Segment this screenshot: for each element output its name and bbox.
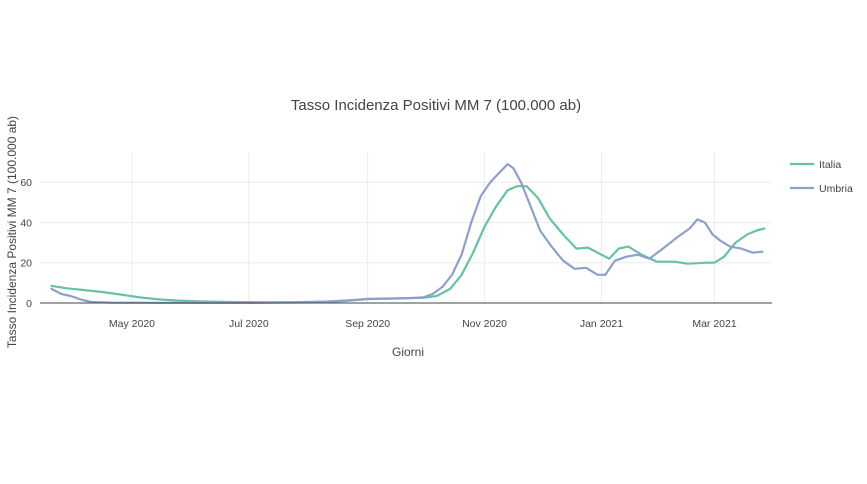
legend-label: Umbria [819,183,853,195]
series-line-umbria[interactable] [50,163,764,304]
y-axis-title: Tasso Incidenza Positivi MM 7 (100.000 a… [5,116,19,348]
y-tick-label: 20 [20,258,32,270]
y-tick-label: 60 [20,177,32,189]
y-axis: 0 20 40 60 [20,177,32,310]
legend[interactable]: Italia Umbria [790,159,853,195]
x-axis: May 2020 Jul 2020 Sep 2020 Nov 2020 Jan 2021… [40,302,772,330]
grid-lines [40,152,772,303]
x-tick-label: May 2020 [109,318,155,330]
series-lines [50,163,766,304]
legend-label: Italia [819,159,841,171]
legend-item-italia[interactable]: Italia [790,159,841,171]
y-tick-label: 0 [26,298,32,310]
series-line-italia[interactable] [50,185,766,304]
x-tick-label: Mar 2021 [692,318,737,330]
y-tick-label: 40 [20,217,32,229]
legend-item-umbria[interactable]: Umbria [790,183,853,195]
x-tick-label: Sep 2020 [345,318,390,330]
x-tick-label: Jul 2020 [229,318,269,330]
x-tick-label: Jan 2021 [580,318,623,330]
x-axis-title: Giorni [392,345,424,359]
chart-title: Tasso Incidenza Positivi MM 7 (100.000 a… [291,97,581,114]
x-tick-label: Nov 2020 [462,318,507,330]
